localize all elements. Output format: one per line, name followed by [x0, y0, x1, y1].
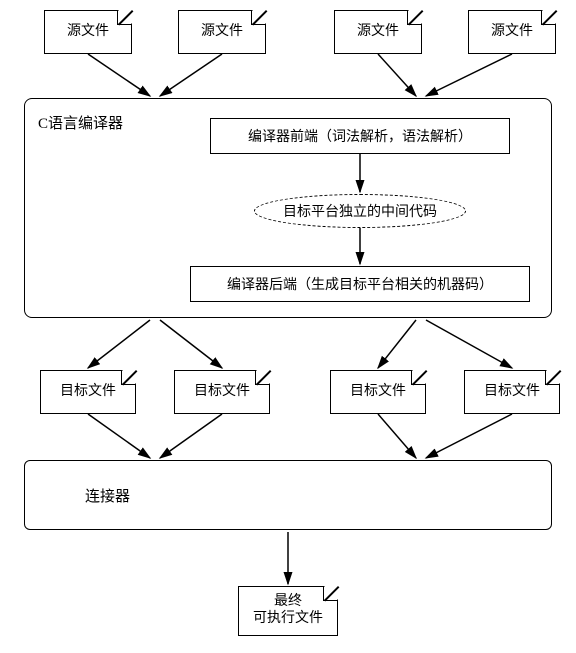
- source-file-label: 源文件: [357, 24, 399, 41]
- source-file-2: 源文件: [178, 10, 266, 54]
- object-file-label: 目标文件: [194, 384, 250, 401]
- source-file-4: 源文件: [468, 10, 556, 54]
- linker-box: 连接器: [24, 460, 552, 530]
- source-file-label: 源文件: [67, 24, 109, 41]
- executable-file: 最终 可执行文件: [238, 586, 338, 636]
- object-file-3: 目标文件: [330, 370, 426, 414]
- source-file-label: 源文件: [491, 24, 533, 41]
- compiler-frontend: 编译器前端（词法解析，语法解析）: [210, 118, 510, 154]
- source-file-1: 源文件: [44, 10, 132, 54]
- object-file-4: 目标文件: [464, 370, 560, 414]
- intermediate-code: 目标平台独立的中间代码: [254, 194, 466, 228]
- object-file-1: 目标文件: [40, 370, 136, 414]
- linker-label: 连接器: [85, 485, 130, 506]
- compiler-title: C语言编译器: [38, 112, 123, 133]
- source-file-label: 源文件: [201, 24, 243, 41]
- object-file-label: 目标文件: [484, 384, 540, 401]
- compiler-backend: 编译器后端（生成目标平台相关的机器码）: [190, 266, 530, 302]
- frontend-label: 编译器前端（词法解析，语法解析）: [248, 126, 472, 146]
- intermediate-label: 目标平台独立的中间代码: [283, 201, 437, 221]
- object-file-label: 目标文件: [350, 384, 406, 401]
- diagram-stage: 源文件 源文件 源文件 源文件 C语言编译器 编译器前端（词法解析，语法解析） …: [0, 0, 576, 653]
- object-file-2: 目标文件: [174, 370, 270, 414]
- executable-label: 最终 可执行文件: [253, 594, 323, 628]
- source-file-3: 源文件: [334, 10, 422, 54]
- backend-label: 编译器后端（生成目标平台相关的机器码）: [227, 274, 493, 294]
- object-file-label: 目标文件: [60, 384, 116, 401]
